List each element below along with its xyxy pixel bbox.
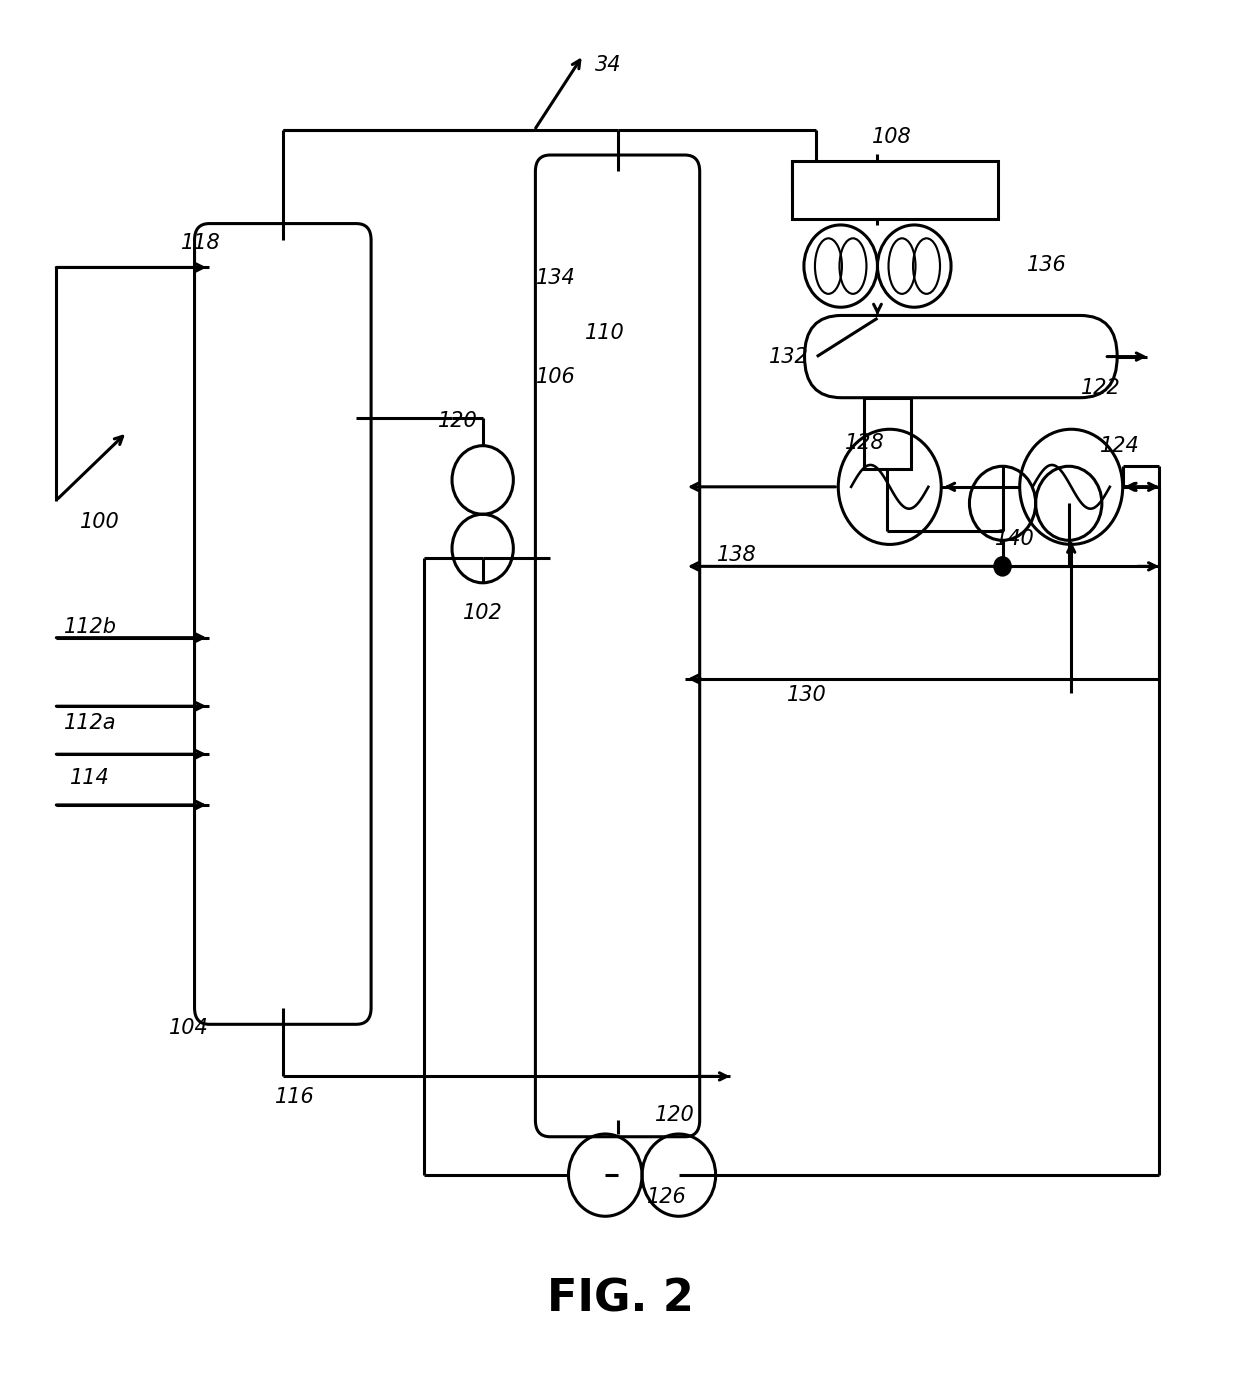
Text: 134: 134 (537, 269, 577, 288)
Bar (791, 161, 998, 219)
Text: 106: 106 (537, 367, 577, 388)
Text: 112a: 112a (64, 713, 117, 733)
Text: 34: 34 (594, 54, 621, 75)
Text: 132: 132 (769, 346, 808, 367)
Circle shape (994, 557, 1011, 576)
Text: 120: 120 (655, 1105, 696, 1125)
Text: 140: 140 (994, 529, 1034, 548)
Text: 116: 116 (275, 1087, 315, 1107)
FancyBboxPatch shape (195, 223, 371, 1025)
Text: 118: 118 (181, 233, 221, 253)
Bar (864, 397, 910, 470)
Text: 100: 100 (81, 512, 120, 532)
Text: 104: 104 (169, 1018, 208, 1039)
Text: 136: 136 (1027, 255, 1066, 274)
Text: 102: 102 (463, 602, 502, 623)
Text: 120: 120 (438, 411, 479, 431)
Text: 122: 122 (1081, 378, 1121, 397)
Text: 128: 128 (846, 434, 885, 453)
Text: 138: 138 (717, 546, 756, 565)
Text: 114: 114 (71, 767, 110, 788)
Text: 112b: 112b (63, 616, 117, 637)
Text: 126: 126 (647, 1187, 687, 1208)
Text: 110: 110 (585, 323, 625, 343)
Text: 130: 130 (786, 686, 826, 705)
Text: FIG. 2: FIG. 2 (547, 1277, 693, 1320)
Text: 124: 124 (1100, 436, 1140, 456)
FancyBboxPatch shape (536, 155, 699, 1137)
FancyBboxPatch shape (805, 316, 1117, 397)
Text: 108: 108 (872, 127, 913, 147)
